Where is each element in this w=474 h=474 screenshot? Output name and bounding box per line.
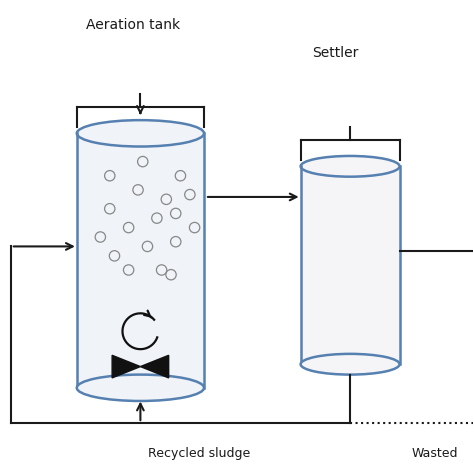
Text: Aeration tank: Aeration tank	[86, 18, 180, 32]
Text: Wasted: Wasted	[411, 447, 458, 460]
Ellipse shape	[77, 374, 204, 401]
Text: Recycled sludge: Recycled sludge	[148, 447, 250, 460]
Polygon shape	[140, 356, 169, 378]
Ellipse shape	[77, 120, 204, 146]
Polygon shape	[77, 133, 204, 388]
Ellipse shape	[301, 156, 400, 177]
Polygon shape	[301, 166, 400, 364]
Polygon shape	[112, 356, 140, 378]
Text: Settler: Settler	[312, 46, 359, 60]
Ellipse shape	[301, 354, 400, 374]
